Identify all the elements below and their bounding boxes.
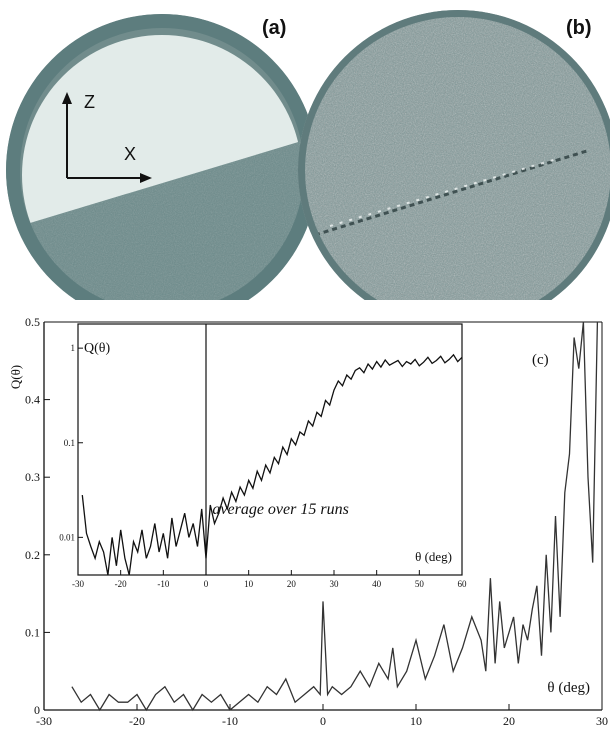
inset-x-axis-label: θ (deg)	[415, 549, 452, 564]
series-line-main	[71, 321, 599, 712]
inset-y-tick-label: 0.1	[64, 438, 75, 448]
axis-label-x: X	[124, 144, 136, 164]
y-axis-label: Q(θ)	[8, 365, 23, 389]
photo-panels: Z X (a) (b)	[6, 10, 610, 300]
x-tick-label: 0	[320, 714, 326, 728]
y-tick-label: 0.5	[25, 315, 40, 329]
inset-x-tick-label: -20	[115, 579, 127, 589]
inset-annotation: average over 15 runs	[212, 501, 348, 518]
inset-y-axis-label: Q(θ)	[84, 341, 110, 356]
x-tick-label: -20	[129, 714, 145, 728]
inset-x-tick-label: 30	[330, 579, 340, 589]
panel-label-b: (b)	[566, 17, 592, 39]
axis-label-z: Z	[84, 92, 95, 112]
inset-x-tick-label: 60	[458, 579, 468, 589]
series-line-inset	[81, 353, 463, 576]
y-tick-label: 0.3	[25, 470, 40, 484]
photo-panel-a	[6, 14, 318, 300]
inset-x-tick-label: -30	[72, 579, 84, 589]
y-tick-label: 0	[34, 703, 40, 717]
inset-frame	[77, 323, 463, 576]
y-tick-label: 0.1	[25, 625, 40, 639]
x-axis-label: θ (deg)	[547, 680, 590, 696]
x-tick-label: 30	[596, 714, 608, 728]
inset-x-tick-label: 50	[415, 579, 425, 589]
inset-y-tick-label: 0.01	[59, 532, 75, 542]
inset-x-tick-label: 20	[287, 579, 297, 589]
inset-y-tick-label: 1	[71, 343, 76, 353]
y-tick-label: 0.4	[25, 393, 40, 407]
inset-ticks: -30 -20 -10 0 10 20 30 40 50 60 0.01 0.1 1	[59, 343, 467, 589]
y-tick-label: 0.2	[25, 548, 40, 562]
photo-panel-b	[298, 10, 610, 300]
inset-chart: -30 -20 -10 0 10 20 30 40 50 60 0.01 0.1 1 Q(θ) θ (d…	[59, 323, 467, 589]
x-tick-label: 20	[503, 714, 515, 728]
panel-label-c: (c)	[532, 352, 549, 368]
x-tick-label: -10	[222, 714, 238, 728]
panel-label-a: (a)	[262, 17, 286, 39]
inset-x-tick-label: 40	[372, 579, 382, 589]
inset-x-tick-label: 0	[204, 579, 209, 589]
x-tick-label: 10	[410, 714, 422, 728]
inset-x-tick-label: 10	[244, 579, 254, 589]
inset-x-tick-label: -10	[157, 579, 169, 589]
x-tick-label: -30	[36, 714, 52, 728]
